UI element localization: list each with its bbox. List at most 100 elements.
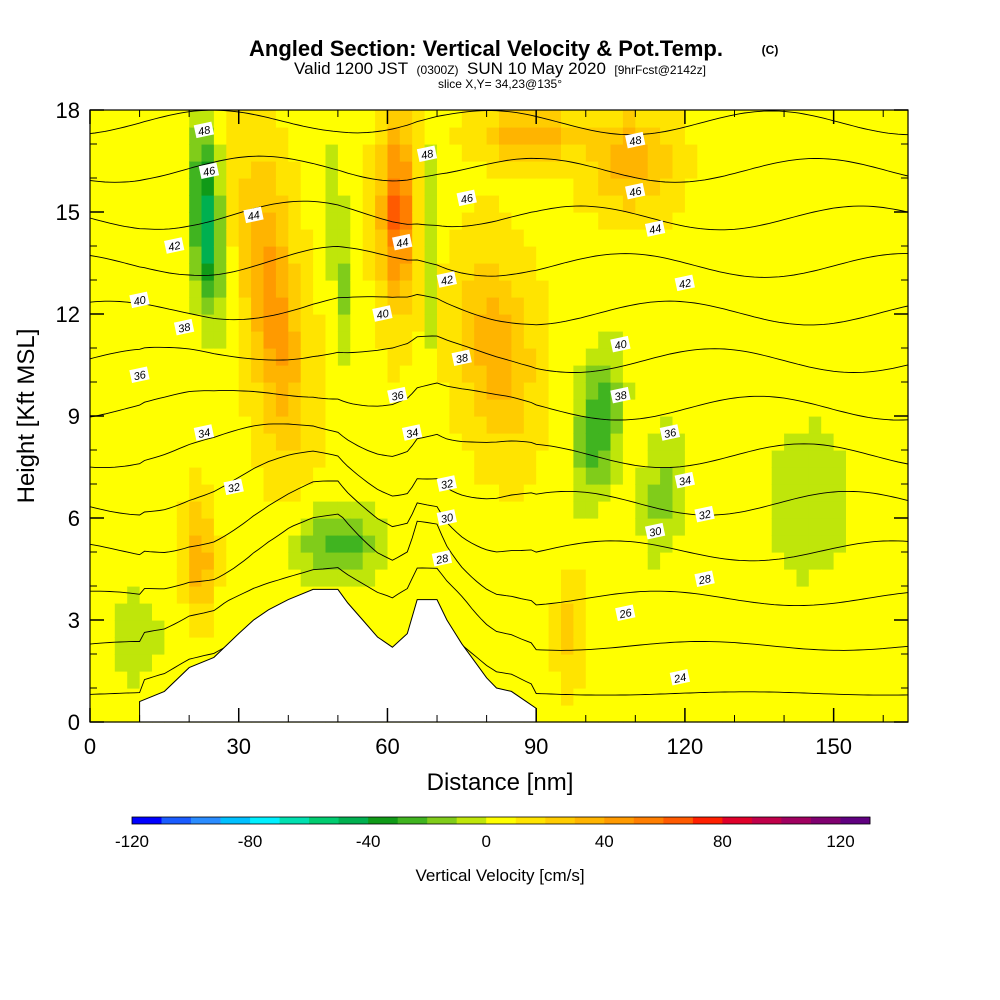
velocity-cell — [461, 569, 475, 587]
velocity-cell — [784, 382, 798, 400]
velocity-cell — [449, 161, 463, 179]
subtitle-date: SUN 10 May 2020 — [467, 59, 606, 78]
contour-label-group: 40 — [129, 291, 150, 309]
velocity-cell — [536, 229, 550, 247]
velocity-cell — [672, 518, 686, 536]
velocity-cell — [201, 246, 215, 264]
velocity-cell — [399, 144, 413, 162]
velocity-cell — [263, 501, 277, 519]
velocity-cell — [771, 127, 785, 145]
colorbar-swatch — [722, 817, 753, 824]
velocity-cell — [288, 501, 302, 519]
velocity-cell — [238, 603, 252, 621]
velocity-cell — [709, 586, 723, 604]
velocity-cell — [709, 348, 723, 366]
velocity-cell — [746, 433, 760, 451]
velocity-cell — [251, 110, 265, 128]
contour-label-group: 28 — [431, 550, 453, 567]
velocity-cell — [784, 484, 798, 502]
velocity-cell — [275, 348, 289, 366]
velocity-cell — [771, 688, 785, 706]
velocity-cell — [449, 178, 463, 196]
velocity-cell — [610, 586, 624, 604]
velocity-cell — [300, 331, 314, 349]
velocity-cell — [251, 416, 265, 434]
velocity-cell — [635, 348, 649, 366]
velocity-cell — [350, 450, 364, 468]
pot-temp-contour-38 — [89, 335, 909, 373]
velocity-cell — [399, 110, 413, 128]
velocity-cell — [300, 433, 314, 451]
velocity-cell — [722, 365, 736, 383]
contour-label: 48 — [197, 124, 212, 138]
velocity-cell — [387, 586, 401, 604]
contour-label: 36 — [663, 427, 678, 441]
velocity-cell — [684, 569, 698, 587]
velocity-cell — [660, 144, 674, 162]
velocity-cell — [784, 569, 798, 587]
velocity-cell — [288, 229, 302, 247]
velocity-cell — [746, 178, 760, 196]
velocity-cell — [672, 484, 686, 502]
velocity-cell — [784, 603, 798, 621]
velocity-cell — [164, 331, 178, 349]
velocity-cell — [573, 484, 587, 502]
velocity-cell — [796, 552, 810, 570]
velocity-cell — [176, 501, 190, 519]
velocity-cell — [226, 178, 240, 196]
velocity-cell — [226, 603, 240, 621]
velocity-cell — [375, 416, 389, 434]
velocity-cell — [152, 416, 165, 434]
velocity-cell — [313, 433, 327, 451]
velocity-cell — [139, 535, 153, 553]
velocity-cell — [164, 161, 178, 179]
velocity-cell — [895, 552, 909, 570]
velocity-cell — [784, 212, 798, 230]
velocity-cell — [660, 178, 674, 196]
velocity-cell — [474, 110, 488, 128]
velocity-cell — [858, 144, 872, 162]
velocity-cell — [647, 484, 661, 502]
velocity-cell — [152, 144, 165, 162]
velocity-cell — [152, 569, 165, 587]
velocity-cell — [152, 178, 165, 196]
velocity-cell — [139, 484, 153, 502]
velocity-cell — [709, 399, 723, 417]
velocity-cell — [461, 552, 475, 570]
velocity-cell — [350, 161, 364, 179]
velocity-cell — [325, 314, 339, 332]
velocity-cell — [424, 229, 438, 247]
velocity-cell — [746, 569, 760, 587]
contour-label: 28 — [697, 573, 713, 588]
velocity-cell — [635, 705, 649, 723]
velocity-cell — [697, 416, 711, 434]
velocity-cell — [573, 603, 587, 621]
velocity-cell — [610, 433, 624, 451]
velocity-cell — [622, 569, 636, 587]
velocity-cell — [660, 110, 674, 128]
velocity-cell — [499, 144, 512, 162]
contour-label-bg — [392, 233, 413, 251]
velocity-cell — [536, 654, 550, 672]
velocity-cell — [697, 688, 711, 706]
velocity-cell — [152, 603, 165, 621]
velocity-cell — [821, 637, 835, 655]
velocity-cell — [660, 127, 674, 145]
velocity-cell — [152, 399, 165, 417]
velocity-cell — [796, 263, 810, 281]
velocity-cell — [722, 212, 736, 230]
velocity-cell — [734, 603, 748, 621]
velocity-cell — [325, 518, 339, 536]
velocity-cell — [746, 399, 760, 417]
velocity-cell — [152, 467, 165, 485]
velocity-cell — [536, 433, 550, 451]
velocity-cell — [895, 144, 909, 162]
velocity-cell — [300, 263, 314, 281]
velocity-cell — [647, 705, 661, 723]
velocity-cell — [784, 552, 798, 570]
velocity-cell — [313, 518, 327, 536]
velocity-cell — [808, 212, 822, 230]
velocity-cell — [846, 620, 859, 638]
velocity-cell — [102, 535, 116, 553]
